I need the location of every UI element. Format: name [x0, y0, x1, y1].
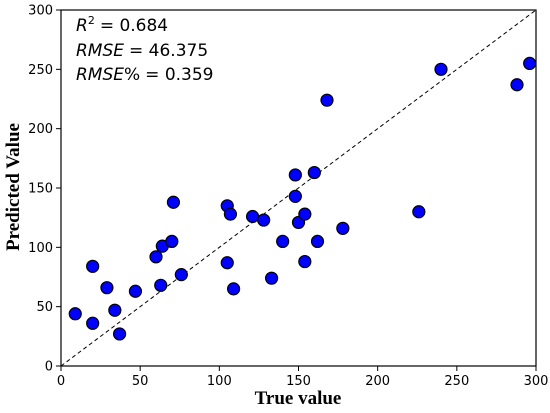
- y-tick-label: 200: [28, 122, 53, 137]
- annotation-rmse-pct: RMSE% = 0.359: [76, 65, 214, 85]
- data-point: [112, 327, 127, 341]
- plot-area: [61, 10, 536, 366]
- axes-frame: [60, 9, 537, 367]
- annotation-r2-superscript: 2: [88, 14, 95, 27]
- data-point: [68, 307, 82, 321]
- x-tick-label: 150: [286, 374, 311, 389]
- data-point: [523, 56, 537, 71]
- annotation-rmse-name: RMSE: [76, 41, 124, 61]
- data-point: [166, 195, 181, 209]
- data-point: [336, 221, 350, 235]
- data-point: [86, 259, 100, 273]
- y-tick-label: 300: [28, 4, 53, 19]
- data-point: [412, 205, 426, 219]
- annotation-r2: R2 = 0.684: [76, 14, 168, 36]
- annotation-rmse-pct-suffix: %: [124, 65, 140, 85]
- data-point: [149, 250, 163, 264]
- data-point: [165, 234, 179, 248]
- x-tick-label: 250: [444, 374, 469, 389]
- annotation-rmse-pct-value: = 0.359: [145, 65, 213, 85]
- data-point: [434, 62, 448, 76]
- reference-line: [61, 10, 536, 366]
- data-point: [100, 281, 114, 295]
- x-tick-label: 50: [132, 374, 149, 389]
- annotation-rmse-pct-name: RMSE: [76, 65, 124, 85]
- data-point: [86, 316, 100, 330]
- annotation-rmse: RMSE = 46.375: [76, 41, 208, 61]
- x-tick-label: 0: [57, 374, 65, 389]
- y-tick-label: 0: [45, 360, 53, 375]
- annotation-r2-name: R: [76, 16, 88, 36]
- data-point: [298, 254, 312, 269]
- data-point: [320, 93, 334, 107]
- data-point: [307, 165, 321, 180]
- y-tick-label: 150: [28, 182, 53, 197]
- data-point: [245, 209, 260, 224]
- data-point: [226, 282, 241, 296]
- data-point: [257, 213, 271, 227]
- stats-annotations: R2 = 0.684 RMSE = 46.375 RMSE% = 0.359: [76, 14, 214, 85]
- data-point: [288, 168, 302, 182]
- data-point: [276, 234, 290, 248]
- y-tick-label: 50: [36, 300, 53, 315]
- data-point: [154, 278, 168, 292]
- y-tick-label: 250: [28, 63, 53, 78]
- data-point: [510, 78, 524, 92]
- data-point: [264, 271, 279, 285]
- y-axis-title: Predicted Value: [3, 123, 24, 251]
- annotation-rmse-value: = 46.375: [129, 41, 208, 61]
- axis-ticks: 0 50 100 150 200 250 300 0 50 100 150 200 250 300: [28, 4, 548, 390]
- annotation-r2-value: = 0.684: [100, 16, 168, 36]
- x-tick-label: 200: [365, 374, 390, 389]
- x-tick-label: 300: [524, 374, 549, 389]
- data-point: [223, 207, 238, 221]
- data-point: [298, 207, 312, 221]
- data-point: [174, 268, 188, 282]
- x-tick-label: 100: [207, 374, 232, 389]
- x-axis-title: True value: [255, 388, 342, 409]
- data-point: [220, 256, 234, 270]
- data-points: [68, 56, 537, 341]
- y-tick-label: 100: [28, 241, 53, 256]
- data-point: [128, 284, 143, 298]
- data-point: [288, 189, 302, 203]
- data-point: [108, 303, 122, 317]
- data-point: [310, 234, 325, 248]
